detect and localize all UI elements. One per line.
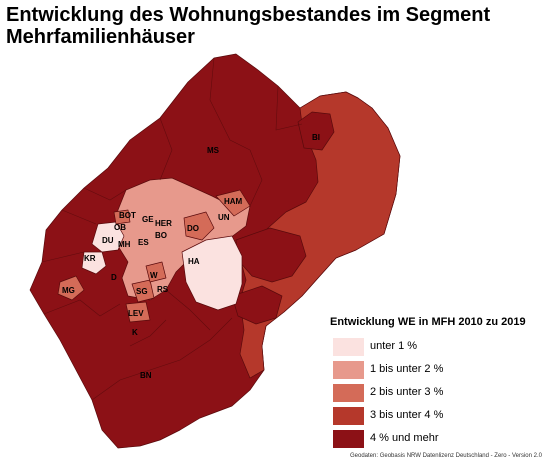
city-label-bi: BI (312, 133, 320, 142)
legend-swatch-class3 (333, 384, 364, 402)
region-south-east (231, 285, 283, 325)
region-mg (57, 275, 85, 301)
city-label-her: HER (155, 219, 172, 228)
city-label-mh: MH (118, 240, 131, 249)
city-label-kr: KR (84, 254, 96, 263)
city-label-lev: LEV (128, 309, 144, 318)
city-label-rs: RS (157, 285, 169, 294)
city-label-bo: BO (155, 231, 167, 240)
city-label-d: D (111, 273, 117, 282)
city-label-mg: MG (62, 286, 75, 295)
legend-swatch-class5 (333, 430, 364, 448)
region-kr (81, 251, 107, 275)
legend-swatch-class2 (333, 361, 364, 379)
map-title: Entwicklung des Wohnungsbestandes im Seg… (6, 4, 491, 48)
legend-swatch-class4 (333, 407, 364, 425)
city-labels: MS BI BOT GE HER HAM OB DU MH ES BO DO U… (62, 133, 320, 380)
city-label-bot: BOT (119, 211, 136, 220)
legend-title: Entwicklung WE in MFH 2010 zu 2019 (330, 316, 526, 328)
legend-label-class2: 1 bis unter 2 % (370, 363, 444, 375)
city-label-ham: HAM (224, 197, 243, 206)
city-label-ge: GE (142, 215, 154, 224)
region-bot (113, 209, 131, 225)
city-label-ha: HA (188, 257, 200, 266)
region-ha (181, 235, 243, 311)
city-label-un: UN (218, 213, 230, 222)
legend-item-class5: 4 % und mehr (330, 430, 545, 450)
city-label-do: DO (187, 224, 199, 233)
legend-label-class3: 2 bis unter 3 % (370, 386, 444, 398)
city-label-bn: BN (140, 371, 152, 380)
city-label-sg: SG (136, 287, 148, 296)
city-label-w: W (150, 271, 158, 280)
region-do (183, 211, 215, 241)
legend-item-class2: 1 bis unter 2 % (330, 361, 545, 381)
city-label-es: ES (138, 238, 149, 247)
legend-swatch-class1 (333, 338, 364, 356)
region-w (145, 261, 167, 283)
legend-item-class3: 2 bis unter 3 % (330, 384, 545, 404)
city-label-du: DU (102, 236, 114, 245)
region-lev (125, 301, 151, 323)
region-sg (131, 279, 155, 303)
legend-label-class1: unter 1 % (370, 340, 418, 352)
map-legend: Entwicklung WE in MFH 2010 zu 2019 unter… (330, 316, 545, 453)
legend-item-class4: 3 bis unter 4 % (330, 407, 545, 427)
legend-item-class1: unter 1 % (330, 338, 545, 358)
legend-label-class5: 4 % und mehr (370, 432, 439, 444)
legend-label-class4: 3 bis unter 4 % (370, 409, 444, 421)
district-borders (41, 57, 303, 401)
city-label-k: K (132, 328, 138, 337)
region-east (239, 91, 401, 379)
source-note: Geodaten: Geobasis NRW Datenlizenz Deuts… (350, 453, 542, 459)
city-label-ob: OB (114, 223, 126, 232)
region-bi (297, 111, 335, 151)
city-label-ms: MS (207, 146, 220, 155)
region-hsk (235, 227, 307, 283)
